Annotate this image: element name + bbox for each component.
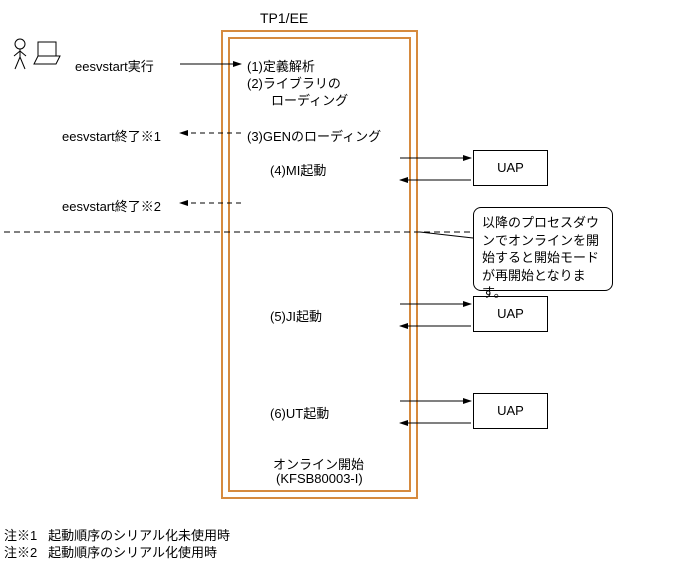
step-5: (5)JI起動 [270, 306, 322, 325]
uap-box-2: UAP [473, 296, 548, 332]
uap-box-3: UAP [473, 393, 548, 429]
label-end1: eesvstart終了※1 [62, 126, 161, 145]
footnote-2-text: 起動順序のシリアル化使用時 [48, 545, 217, 560]
label-exec: eesvstart実行 [75, 56, 154, 75]
step-4: (4)MI起動 [270, 160, 326, 179]
footnote-1-text: 起動順序のシリアル化未使用時 [48, 528, 230, 543]
step-online2: (KFSB80003-I) [276, 471, 363, 486]
uap-2-label: UAP [497, 306, 524, 321]
step-6: (6)UT起動 [270, 403, 329, 422]
diagram-root: TP1/EE eesvstart実行 eesvstart終了※1 eesvsta… [0, 0, 676, 557]
footnote-2: 注※2 起動順序のシリアル化使用時 [4, 542, 217, 561]
footnote-1-label: 注※1 [4, 528, 37, 543]
callout-note: 以降のプロセスダウンでオンラインを開始すると開始モードが再開始となります。 [473, 207, 613, 291]
step-2b: ローディング [271, 90, 348, 109]
label-end2: eesvstart終了※2 [62, 196, 161, 215]
uap-box-1: UAP [473, 150, 548, 186]
step-3: (3)GENのローディング [247, 126, 381, 145]
uap-3-label: UAP [497, 403, 524, 418]
user-icon [10, 36, 65, 81]
footnote-2-label: 注※2 [4, 545, 37, 560]
uap-1-label: UAP [497, 160, 524, 175]
tp-title: TP1/EE [260, 10, 308, 26]
